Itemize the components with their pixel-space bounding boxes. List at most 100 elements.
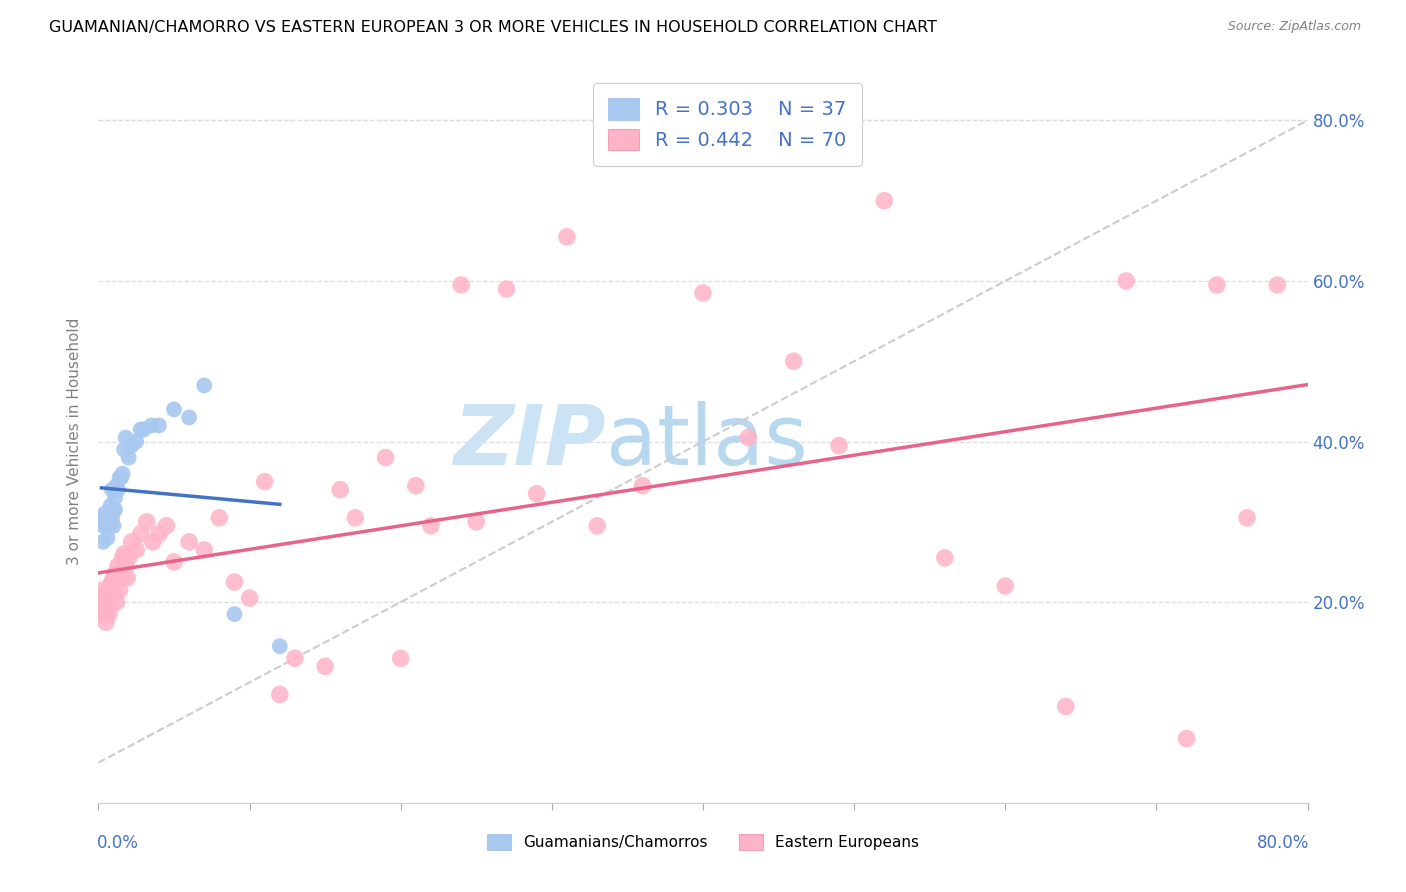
Point [98,510,121,524]
Point [179,534,201,549]
Point [104,567,127,582]
Point [91,583,114,598]
Point [121,534,143,549]
Point [224,574,246,589]
Point [132,423,155,437]
Point [90,591,112,606]
Point [783,354,806,368]
Point [105,478,128,492]
Point [96,531,118,545]
Point [179,410,201,425]
Point [108,583,131,598]
Point [107,483,129,497]
Point [93,507,115,521]
Point [374,450,396,465]
Point [142,534,165,549]
Point [148,526,170,541]
Point [96,518,118,533]
Point [163,555,186,569]
Point [465,515,488,529]
Point [112,547,135,561]
Point [90,510,112,524]
Point [101,483,124,497]
Point [103,502,125,516]
Point [104,491,127,505]
Point [873,194,896,208]
Point [329,483,352,497]
Text: GUAMANIAN/CHAMORRO VS EASTERN EUROPEAN 3 OR MORE VEHICLES IN HOUSEHOLD CORRELATI: GUAMANIAN/CHAMORRO VS EASTERN EUROPEAN 3… [49,20,938,35]
Text: 0.0%: 0.0% [97,834,139,852]
Text: 80.0%: 80.0% [1257,834,1309,852]
Point [129,526,152,541]
Point [114,430,136,444]
Point [239,591,262,606]
Point [105,595,128,609]
Point [93,587,115,601]
Point [586,518,609,533]
Point [101,574,124,589]
Point [94,599,117,614]
Point [1236,510,1258,524]
Point [994,579,1017,593]
Point [94,518,117,533]
Point [101,583,124,598]
Text: Source: ZipAtlas.com: Source: ZipAtlas.com [1227,20,1361,33]
Y-axis label: 3 or more Vehicles in Household: 3 or more Vehicles in Household [66,318,82,566]
Point [314,659,336,673]
Point [692,285,714,300]
Point [155,518,177,533]
Point [344,510,367,524]
Point [129,423,152,437]
Point [98,518,121,533]
Point [108,471,131,485]
Legend: Guamanians/Chamorros, Eastern Europeans: Guamanians/Chamorros, Eastern Europeans [481,828,925,856]
Point [420,518,443,533]
Point [148,418,170,433]
Point [125,434,148,449]
Point [253,475,276,489]
Point [141,418,163,433]
Point [93,515,115,529]
Point [1267,277,1289,292]
Point [631,478,654,492]
Point [269,639,291,653]
Point [100,518,122,533]
Point [110,471,132,485]
Point [193,378,215,392]
Point [1115,274,1137,288]
Point [111,550,134,566]
Point [208,510,231,524]
Point [103,583,125,598]
Point [828,438,851,452]
Point [96,587,118,601]
Point [114,558,136,574]
Point [389,651,412,665]
Point [115,571,138,585]
Point [405,478,427,492]
Point [121,438,143,452]
Point [104,502,127,516]
Point [135,515,157,529]
Point [91,603,114,617]
Point [1054,699,1077,714]
Point [495,282,517,296]
Point [100,587,122,601]
Point [112,442,135,457]
Point [100,499,122,513]
Point [110,571,132,585]
Point [98,607,121,621]
Point [163,402,186,417]
Point [98,599,121,614]
Point [107,558,129,574]
Point [125,542,148,557]
Point [93,607,115,621]
Text: atlas: atlas [606,401,808,482]
Point [555,229,578,244]
Point [450,277,472,292]
Point [526,486,548,500]
Point [269,687,291,701]
Point [101,510,124,524]
Point [89,607,111,621]
Point [193,542,215,557]
Point [1175,731,1198,746]
